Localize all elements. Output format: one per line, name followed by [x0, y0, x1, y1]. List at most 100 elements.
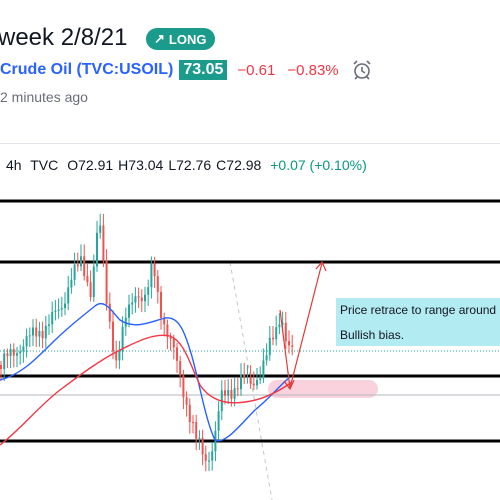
- candle-body: [118, 351, 121, 361]
- candle-body: [249, 376, 252, 384]
- candle-body: [227, 390, 230, 396]
- candle-body: [67, 287, 70, 304]
- candle-body: [48, 324, 50, 326]
- long-badge-label: LONG: [168, 31, 207, 47]
- candle-body: [16, 353, 18, 356]
- price-change: −0.61: [237, 61, 276, 79]
- candle-body: [73, 264, 76, 280]
- candle-body: [19, 351, 22, 354]
- candle-body: [281, 322, 284, 325]
- candle-body: [278, 324, 281, 328]
- candle-body: [208, 460, 210, 462]
- candle-body: [128, 304, 130, 318]
- candle-body: [0, 365, 2, 369]
- candle-body: [112, 321, 114, 352]
- symbol-row: Crude Oil (TVC:USOIL) 73.05 −0.61 −0.83%: [0, 58, 373, 82]
- candle-body: [144, 294, 146, 302]
- close-value: 72.98: [226, 157, 262, 173]
- close-label: C: [216, 157, 227, 173]
- candle-body: [64, 303, 66, 309]
- candle-body: [214, 430, 217, 452]
- alarm-clock-icon[interactable]: [351, 59, 373, 81]
- candle-body: [12, 349, 15, 356]
- candle-body: [272, 337, 274, 340]
- support-zone: [268, 380, 378, 398]
- candle-body: [288, 341, 290, 346]
- low-value: 72.76: [176, 157, 212, 173]
- candle-body: [96, 232, 98, 267]
- candle-body: [150, 263, 153, 288]
- candle-body: [256, 380, 258, 386]
- candle-body: [32, 327, 34, 336]
- candle-body: [259, 378, 262, 381]
- long-badge: ↗ LONG: [146, 28, 216, 50]
- candle-body: [28, 335, 31, 337]
- candle-body: [252, 383, 255, 386]
- candle-body: [265, 355, 268, 361]
- candle-body: [185, 397, 188, 405]
- projection-down-arrow: [279, 309, 291, 389]
- ma-blue-line: [0, 302, 291, 442]
- candle-body: [38, 331, 41, 337]
- open-label: O: [67, 157, 79, 173]
- low-label: L: [168, 157, 177, 173]
- high-value: 73.04: [128, 157, 164, 173]
- candle-body: [99, 225, 102, 233]
- candle-body: [166, 324, 169, 338]
- candle-body: [195, 422, 198, 439]
- candle-body: [188, 404, 191, 423]
- candle-body: [182, 375, 185, 398]
- candle-body: [57, 309, 60, 311]
- price-chart[interactable]: [0, 185, 500, 500]
- projection-down-arrowhead: [283, 379, 295, 391]
- candle-body: [156, 276, 159, 292]
- candles: [0, 213, 294, 472]
- candle-body: [41, 331, 44, 339]
- candle-body: [179, 360, 182, 376]
- trend-up-arrow-icon: ↗: [154, 31, 165, 46]
- candle-body: [201, 437, 204, 455]
- interval-label[interactable]: 4h: [6, 157, 22, 173]
- candle-body: [6, 353, 9, 357]
- source-label: TVC: [30, 157, 59, 173]
- candle-body: [108, 303, 111, 322]
- candle-body: [3, 353, 6, 369]
- ma-red-line: [0, 334, 293, 446]
- annotation-line-2: Bullish bias.: [340, 328, 405, 342]
- candle-body: [204, 454, 207, 461]
- price-change-percent: −0.83%: [287, 61, 339, 79]
- candle-body: [291, 345, 294, 347]
- candle-body: [262, 360, 265, 379]
- candle-body: [60, 308, 63, 310]
- candle-body: [153, 263, 156, 277]
- candle-body: [240, 374, 242, 390]
- bar-change: +0.07 (+0.10%): [270, 157, 367, 173]
- projection-up-arrowhead: [315, 260, 327, 272]
- candle-body: [105, 260, 108, 304]
- candle-body: [275, 327, 278, 340]
- candle-body: [51, 311, 54, 325]
- header-divider: [0, 143, 500, 144]
- symbol-link[interactable]: Crude Oil (TVC:USOIL): [0, 61, 174, 78]
- candle-body: [137, 296, 140, 298]
- candle-body: [176, 347, 178, 361]
- candle-body: [140, 297, 143, 302]
- candle-body: [217, 411, 220, 431]
- candle-body: [121, 326, 124, 352]
- candle-body: [80, 256, 82, 267]
- annotation-line-1: Price retrace to range around: [340, 303, 497, 317]
- candle-body: [92, 266, 95, 298]
- published-time: 2 minutes ago: [0, 89, 88, 105]
- candle-body: [233, 388, 236, 399]
- annotation-note: Price retrace to range around Bullish bi…: [336, 298, 500, 346]
- candle-body: [86, 276, 89, 283]
- candle-body: [44, 325, 47, 339]
- candle-body: [172, 338, 175, 348]
- candle-body: [169, 337, 172, 339]
- candle-body: [268, 337, 271, 356]
- candle-body: [230, 390, 233, 399]
- candle-body: [192, 422, 194, 424]
- candle-body: [22, 346, 25, 352]
- candle-body: [284, 322, 287, 342]
- candle-body: [198, 437, 201, 439]
